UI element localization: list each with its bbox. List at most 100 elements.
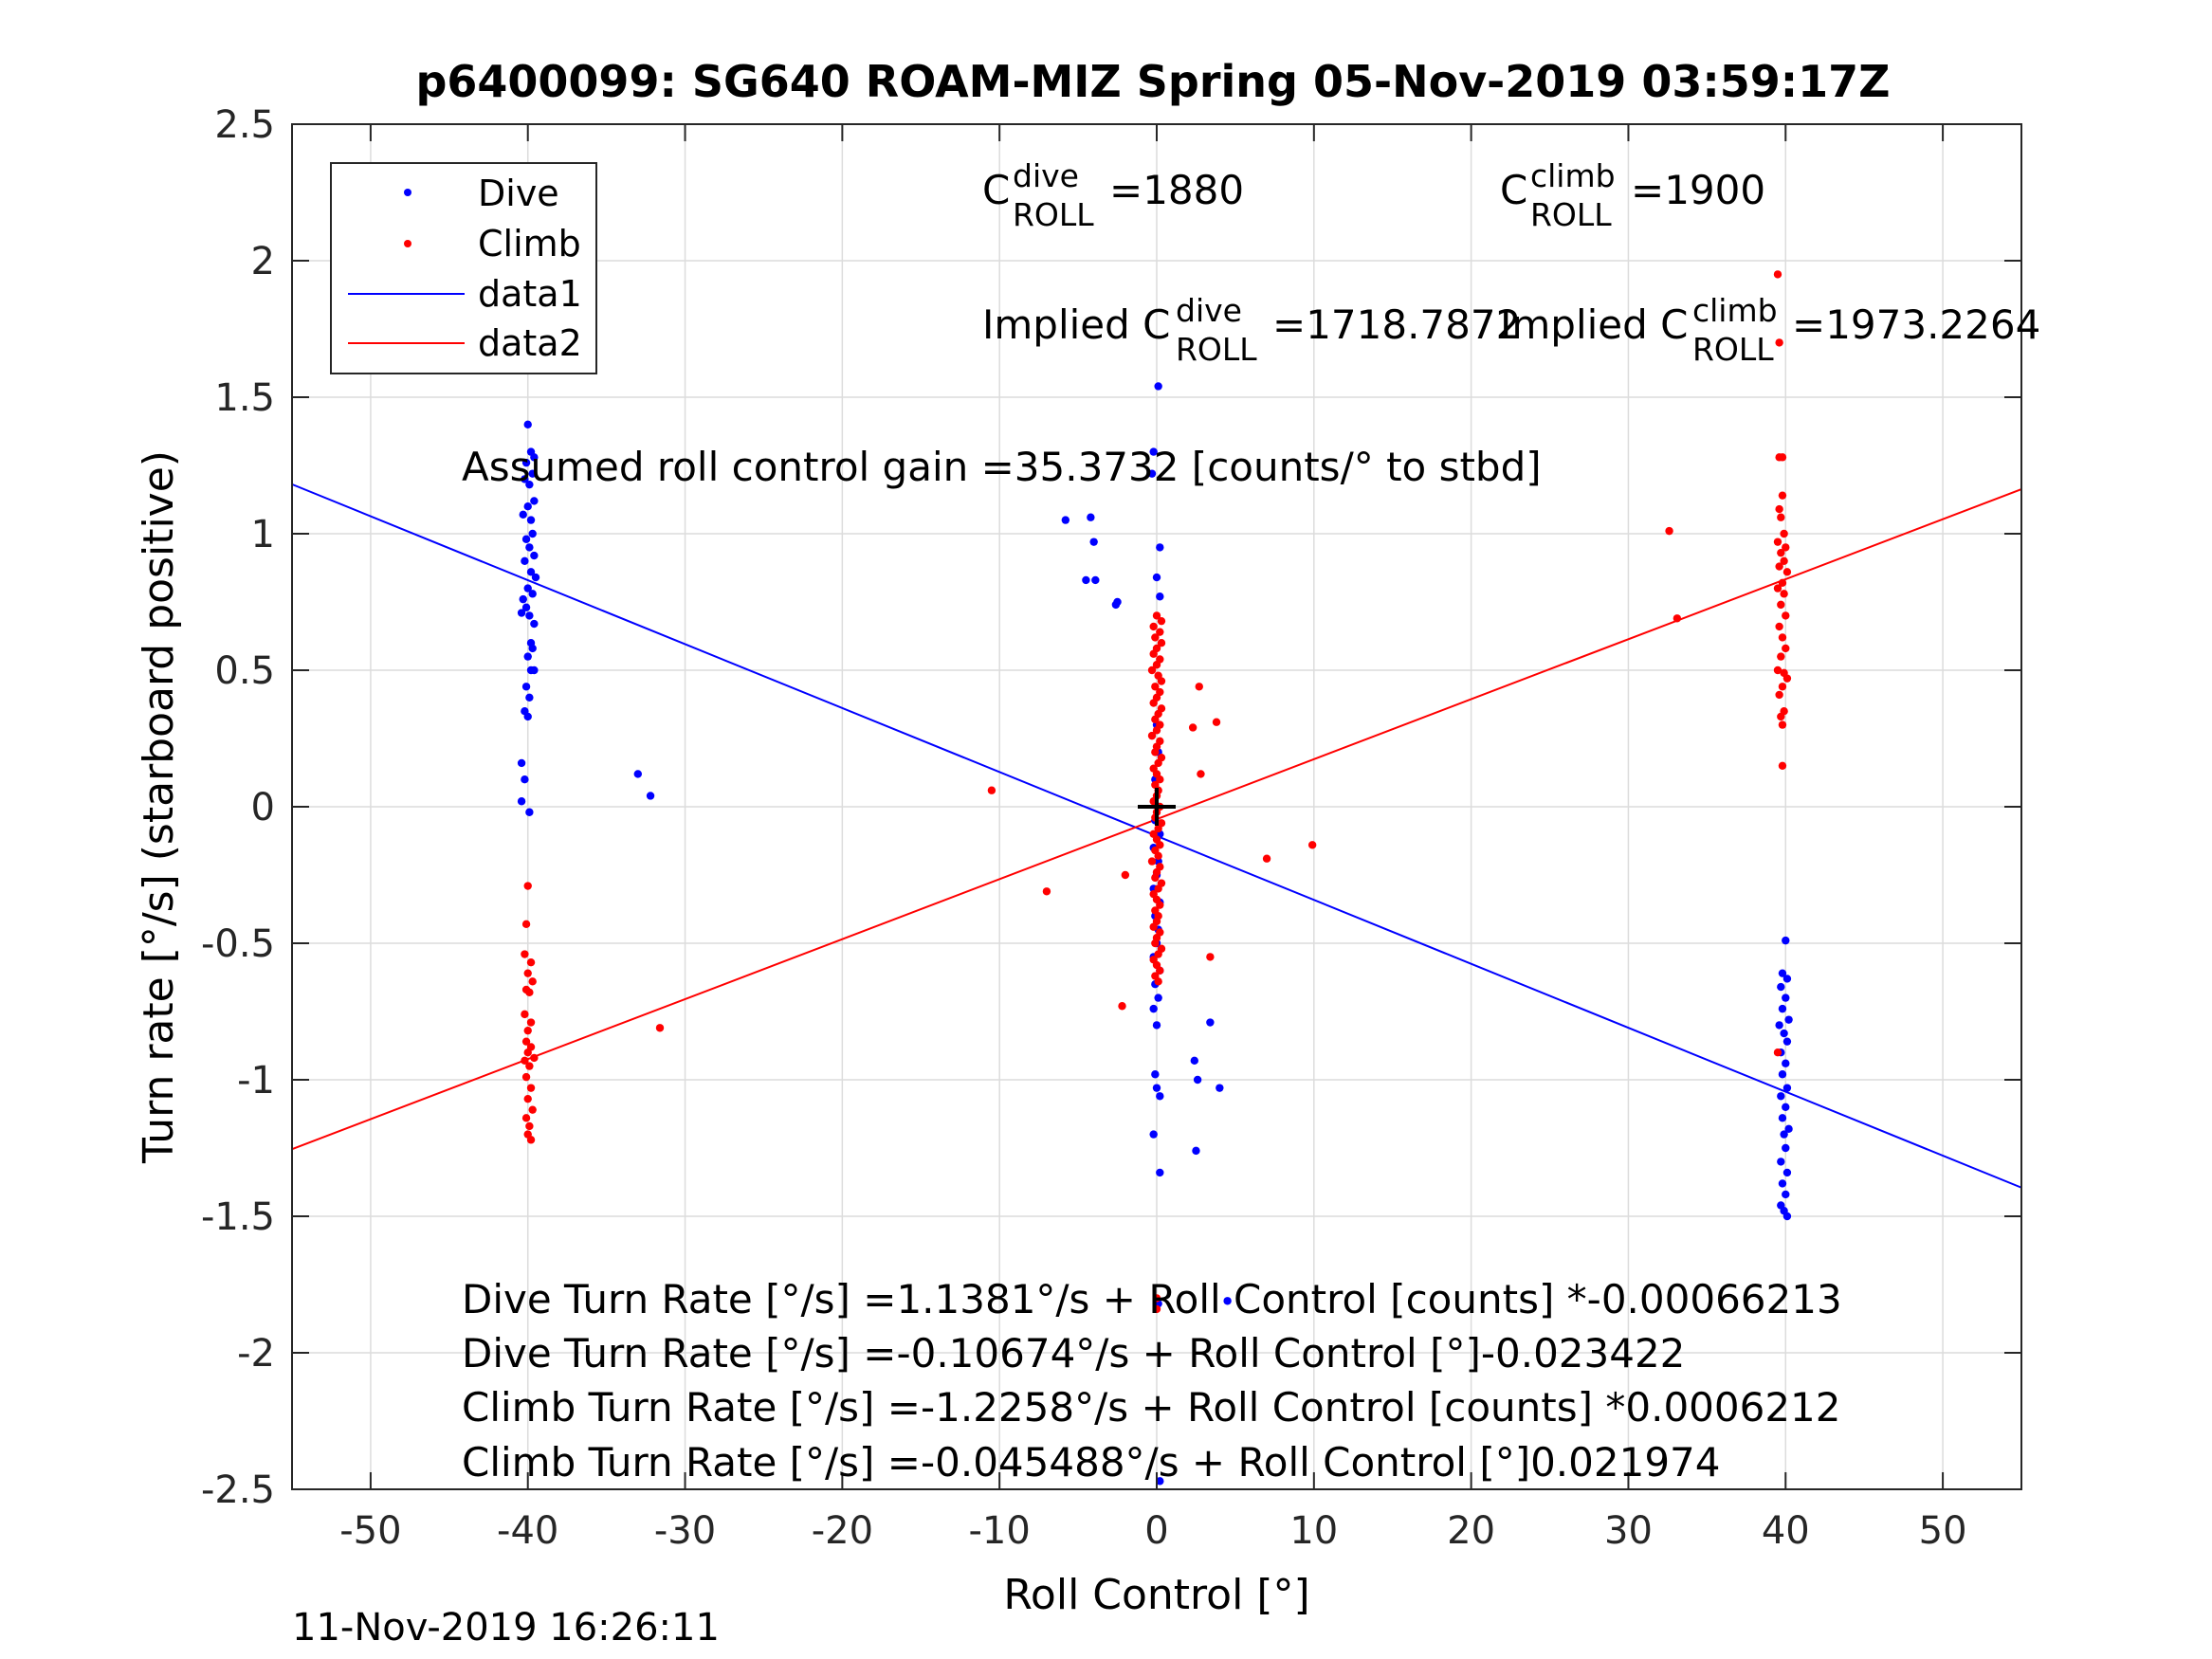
dive-point — [525, 693, 534, 702]
climb-point — [1042, 887, 1051, 896]
climb-point — [1151, 683, 1160, 691]
legend-box — [330, 162, 597, 374]
climb-point — [1156, 901, 1164, 909]
x-tick-label: 20 — [1447, 1509, 1495, 1553]
climb-point — [1152, 1304, 1161, 1314]
climb-point — [1777, 712, 1785, 721]
climb-point — [521, 1037, 531, 1046]
c-roll-climb-sup: climb — [1530, 157, 1616, 194]
implied-climb-value: =1973.2264 — [1792, 301, 2040, 348]
climb-point — [1778, 633, 1787, 642]
climb-point — [526, 1136, 536, 1144]
climb-point — [1152, 1294, 1161, 1303]
dive-point — [1149, 1130, 1158, 1139]
c-roll-dive-annotation: C dive ROLL =1880 — [982, 157, 1244, 233]
climb-point — [525, 1121, 534, 1131]
climb-point — [1782, 674, 1792, 683]
dive-point — [528, 529, 537, 538]
dive-point — [1780, 1029, 1788, 1038]
dive-point — [521, 458, 531, 467]
dive-point — [519, 510, 527, 520]
dive-point — [1782, 994, 1790, 1002]
climb-point — [528, 1105, 537, 1114]
x-tick-label: -30 — [654, 1509, 716, 1553]
y-tick-labels: -2.5 -2 -1.5 -1 -0.5 0 0.5 1 1.5 2 2.5 — [201, 103, 275, 1512]
dive-point — [1782, 1143, 1790, 1153]
climb-point — [1777, 548, 1785, 557]
climb-point — [1775, 338, 1783, 347]
climb-point — [1154, 884, 1162, 893]
timestamp: 11-Nov-2019 16:26:11 — [292, 1606, 720, 1650]
dive-point — [517, 609, 526, 617]
dive-point — [1778, 1179, 1787, 1188]
dive-point — [1216, 1084, 1224, 1092]
c-roll-climb-annotation: C climb ROLL =1900 — [1500, 157, 1765, 233]
x-tick-label: -50 — [339, 1509, 401, 1553]
dive-point — [517, 758, 526, 768]
dive-point — [525, 611, 534, 620]
implied-dive-sup: dive — [1176, 292, 1242, 329]
climb-point — [1778, 578, 1787, 588]
climb-point — [526, 1018, 536, 1027]
dive-point — [1149, 1004, 1158, 1013]
climb-point — [530, 1053, 539, 1063]
dive-point — [1782, 1084, 1792, 1092]
dive-point — [1190, 1056, 1198, 1066]
dive-point — [1154, 994, 1162, 1002]
dive-point — [1777, 1092, 1785, 1101]
c-roll-dive-sub: ROLL — [1013, 196, 1094, 233]
climb-point — [1156, 628, 1164, 636]
climb-point — [523, 969, 532, 977]
climb-point — [1665, 526, 1673, 536]
climb-point — [1773, 270, 1782, 279]
legend-dive-label: Dive — [478, 173, 559, 214]
c-roll-climb-sub: ROLL — [1530, 196, 1612, 233]
climb-point — [1197, 770, 1205, 778]
dive-point — [1089, 538, 1098, 546]
dive-point — [521, 603, 531, 611]
dive-point — [525, 480, 534, 489]
dive-point — [1782, 1103, 1790, 1112]
dive-point — [523, 652, 532, 661]
dive-point — [1156, 592, 1164, 601]
climb-point — [1775, 562, 1783, 571]
dive-point — [1206, 1018, 1215, 1027]
climb-point — [521, 1010, 529, 1019]
climb-point — [528, 977, 537, 986]
implied-climb-sub: ROLL — [1692, 331, 1774, 368]
x-tick-label: 40 — [1762, 1509, 1810, 1553]
dive-point — [1777, 1158, 1785, 1166]
climb-point — [1778, 453, 1787, 462]
climb-point — [1780, 556, 1788, 565]
c-roll-dive-base: C — [982, 167, 1010, 213]
climb-point — [1780, 590, 1788, 598]
y-tick-label: 0 — [251, 786, 275, 830]
climb-point — [1157, 616, 1166, 626]
dive-point — [523, 712, 532, 721]
climb-point — [521, 1056, 529, 1066]
dive-point — [1782, 1037, 1792, 1046]
climb-point — [1775, 504, 1783, 514]
dive-point — [521, 535, 531, 543]
climb-point — [1212, 718, 1221, 726]
dive-counts-equation: Dive Turn Rate [°/s] =1.1381°/s + Roll C… — [462, 1276, 1842, 1322]
legend: Dive Climb data1 data2 — [330, 162, 597, 374]
dive-point — [517, 797, 526, 806]
y-tick-label: 1.5 — [214, 376, 275, 420]
implied-climb-prefix: Implied C — [1500, 301, 1688, 348]
climb-point — [1773, 1048, 1782, 1057]
dive-point — [531, 573, 540, 582]
dive-point — [523, 584, 532, 592]
y-tick-label: -2 — [237, 1332, 275, 1376]
dive-point — [1784, 1124, 1793, 1134]
y-tick-label: -0.5 — [201, 922, 275, 966]
dive-point — [526, 568, 536, 576]
implied-dive-prefix: Implied C — [982, 301, 1170, 348]
climb-point — [1778, 683, 1787, 691]
legend-climb-label: Climb — [478, 223, 581, 264]
dive-point — [1082, 575, 1090, 585]
dive-point — [530, 665, 539, 675]
climb-point — [1673, 614, 1682, 623]
dive-point — [1147, 469, 1157, 478]
